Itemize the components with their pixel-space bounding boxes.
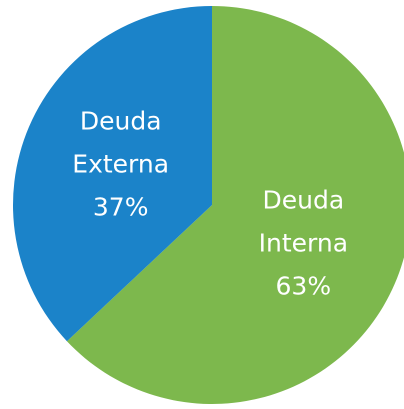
pie-slice — [66, 6, 404, 404]
pie-slice — [13, 6, 213, 342]
value-label: 37% — [93, 192, 149, 221]
value-label: 63% — [276, 272, 332, 301]
slice-label: Deuda Interna — [259, 186, 348, 258]
slice-label: Deuda Externa — [72, 106, 169, 178]
